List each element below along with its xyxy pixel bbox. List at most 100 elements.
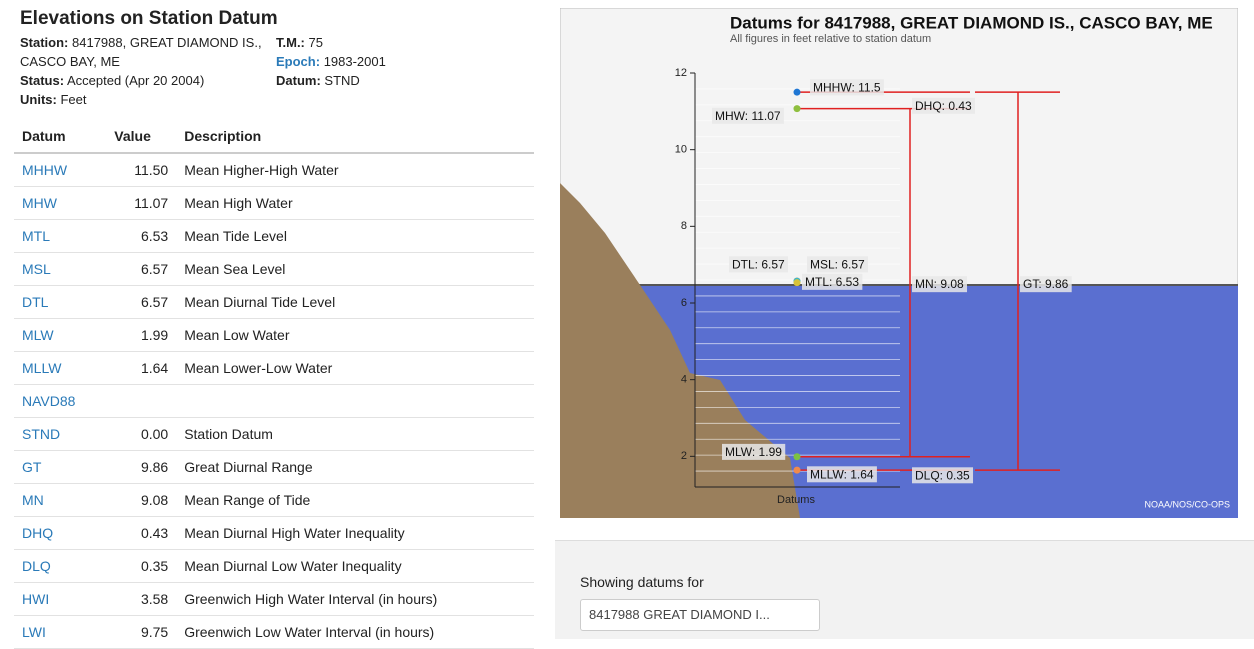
label-bg	[712, 107, 784, 124]
table-row: DTL 6.57 Mean Diurnal Tide Level	[14, 285, 534, 319]
datum-link[interactable]: HWI	[14, 582, 107, 616]
value-label: MHW: 11.07	[715, 109, 781, 123]
page-title: Elevations on Station Datum	[20, 8, 278, 29]
datum-link[interactable]: NAVD88	[14, 384, 107, 418]
credit: NOAA/NOS/CO-OPS	[1144, 499, 1230, 509]
datum-point	[793, 453, 801, 461]
value: Accepted (Apr 20 2004)	[66, 73, 205, 88]
y-tick-label: 12	[675, 67, 687, 79]
datum-point	[793, 279, 801, 287]
table-row: MLLW 1.64 Mean Lower-Low Water	[14, 351, 534, 385]
datum-link[interactable]: MLW	[14, 318, 107, 352]
cell: 6.57	[106, 252, 177, 286]
y-tick-label: 2	[681, 450, 687, 462]
chart-title: Datums for 8417988, GREAT DIAMOND IS., C…	[730, 13, 1213, 32]
cell: Mean Diurnal High Water Inequality	[176, 516, 534, 550]
cell: 11.50	[106, 153, 177, 187]
value: 75	[308, 35, 323, 50]
cell: 9.08	[106, 483, 177, 517]
cell: Mean Diurnal Tide Level	[176, 285, 534, 319]
chart-subtitle: All figures in feet relative to station …	[730, 33, 931, 45]
table-row: MSL 6.57 Mean Sea Level	[14, 252, 534, 286]
datum-link[interactable]: DTL	[14, 285, 107, 319]
table-row: MLW 1.99 Mean Low Water	[14, 318, 534, 352]
value-label: MN: 9.08	[915, 277, 964, 291]
cell	[176, 384, 534, 418]
cell: Mean Tide Level	[176, 219, 534, 253]
selector-label: Showing datums for	[580, 574, 704, 590]
label: Station:	[20, 35, 69, 50]
datum-link[interactable]: DHQ	[14, 516, 107, 550]
value-label: MHHW: 11.5	[813, 80, 881, 94]
chart: Datums for 8417988, GREAT DIAMOND IS., C…	[560, 8, 1238, 518]
datum: Datum: STND	[276, 71, 386, 90]
value-label: DTL: 6.57	[732, 257, 785, 271]
tm: T.M.: 75	[276, 33, 386, 52]
datum-link[interactable]: MLLW	[14, 351, 107, 385]
cell: Mean Range of Tide	[176, 483, 534, 517]
value-label: GT: 9.86	[1023, 277, 1069, 291]
cell: Mean Lower-Low Water	[176, 351, 534, 385]
cell: 6.57	[106, 285, 177, 319]
y-tick-label: 6	[681, 297, 687, 309]
label[interactable]: Epoch:	[276, 54, 321, 69]
cell	[106, 384, 177, 418]
datum-link[interactable]: GT	[14, 450, 107, 484]
cell: Station Datum	[176, 417, 534, 451]
datum-link[interactable]: MHW	[14, 186, 107, 220]
value-label: MLW: 1.99	[725, 445, 782, 459]
cell: Mean Sea Level	[176, 252, 534, 286]
table-row: GT 9.86 Great Diurnal Range	[14, 450, 534, 484]
cell: Mean Low Water	[176, 318, 534, 352]
cell: 1.99	[106, 318, 177, 352]
cell: 9.86	[106, 450, 177, 484]
label-bg	[802, 273, 863, 290]
table-row: MHHW 11.50 Mean Higher-High Water	[14, 153, 534, 187]
y-tick-label: 8	[681, 220, 687, 232]
column-header: Value	[106, 120, 177, 154]
info-right: T.M.: 75 Epoch: 1983-2001 Datum: STND	[276, 33, 386, 90]
datum-link[interactable]: LWI	[14, 615, 107, 649]
selector-panel: Showing datums for 8417988 GREAT DIAMOND…	[555, 540, 1254, 639]
value: 8417988, GREAT DIAMOND IS., CASCO BAY, M…	[20, 35, 262, 69]
table-row: DHQ 0.43 Mean Diurnal High Water Inequalit…	[14, 516, 534, 550]
value-label: DHQ: 0.43	[915, 99, 972, 113]
label: Datum:	[276, 73, 321, 88]
label-bg	[807, 256, 869, 273]
value-label: MSL: 6.57	[810, 257, 865, 271]
cell: Mean Diurnal Low Water Inequality	[176, 549, 534, 583]
table-row: NAVD88	[14, 384, 534, 418]
datum-link[interactable]: MTL	[14, 219, 107, 253]
datum-link[interactable]: MSL	[14, 252, 107, 286]
y-tick-label: 10	[675, 144, 687, 156]
station: Station: 8417988, GREAT DIAMOND IS., CAS…	[20, 33, 275, 71]
datum-link[interactable]: DLQ	[14, 549, 107, 583]
label: Units:	[20, 92, 57, 107]
cell: 1.64	[106, 351, 177, 385]
table-row: HWI 3.58 Greenwich High Water Interval (in…	[14, 582, 534, 616]
station-select[interactable]: 8417988 GREAT DIAMOND I...	[580, 599, 820, 631]
datum-link[interactable]: MN	[14, 483, 107, 517]
epoch: Epoch: 1983-2001	[276, 52, 386, 71]
label: T.M.:	[276, 35, 305, 50]
datum-link[interactable]: MHHW	[14, 153, 107, 187]
cell: Mean High Water	[176, 186, 534, 220]
table-row: MN 9.08 Mean Range of Tide	[14, 483, 534, 517]
label-bg	[722, 443, 786, 460]
datum-point	[793, 105, 801, 113]
label-bg	[810, 79, 884, 96]
cell: 3.58	[106, 582, 177, 616]
value-label: MLLW: 1.64	[810, 467, 874, 481]
label-bg	[912, 467, 974, 484]
label: Status:	[20, 73, 65, 88]
status: Status: Accepted (Apr 20 2004)	[20, 71, 275, 90]
cell: 6.53	[106, 219, 177, 253]
table-row: LWI 9.75 Greenwich Low Water Interval (in …	[14, 615, 534, 649]
y-tick-label: 4	[681, 374, 687, 386]
label-bg	[729, 256, 789, 273]
cell: 0.43	[106, 516, 177, 550]
datum-link[interactable]: STND	[14, 417, 107, 451]
cell: Greenwich Low Water Interval (in hours)	[176, 615, 534, 649]
value-label: MTL: 6.53	[805, 275, 859, 289]
